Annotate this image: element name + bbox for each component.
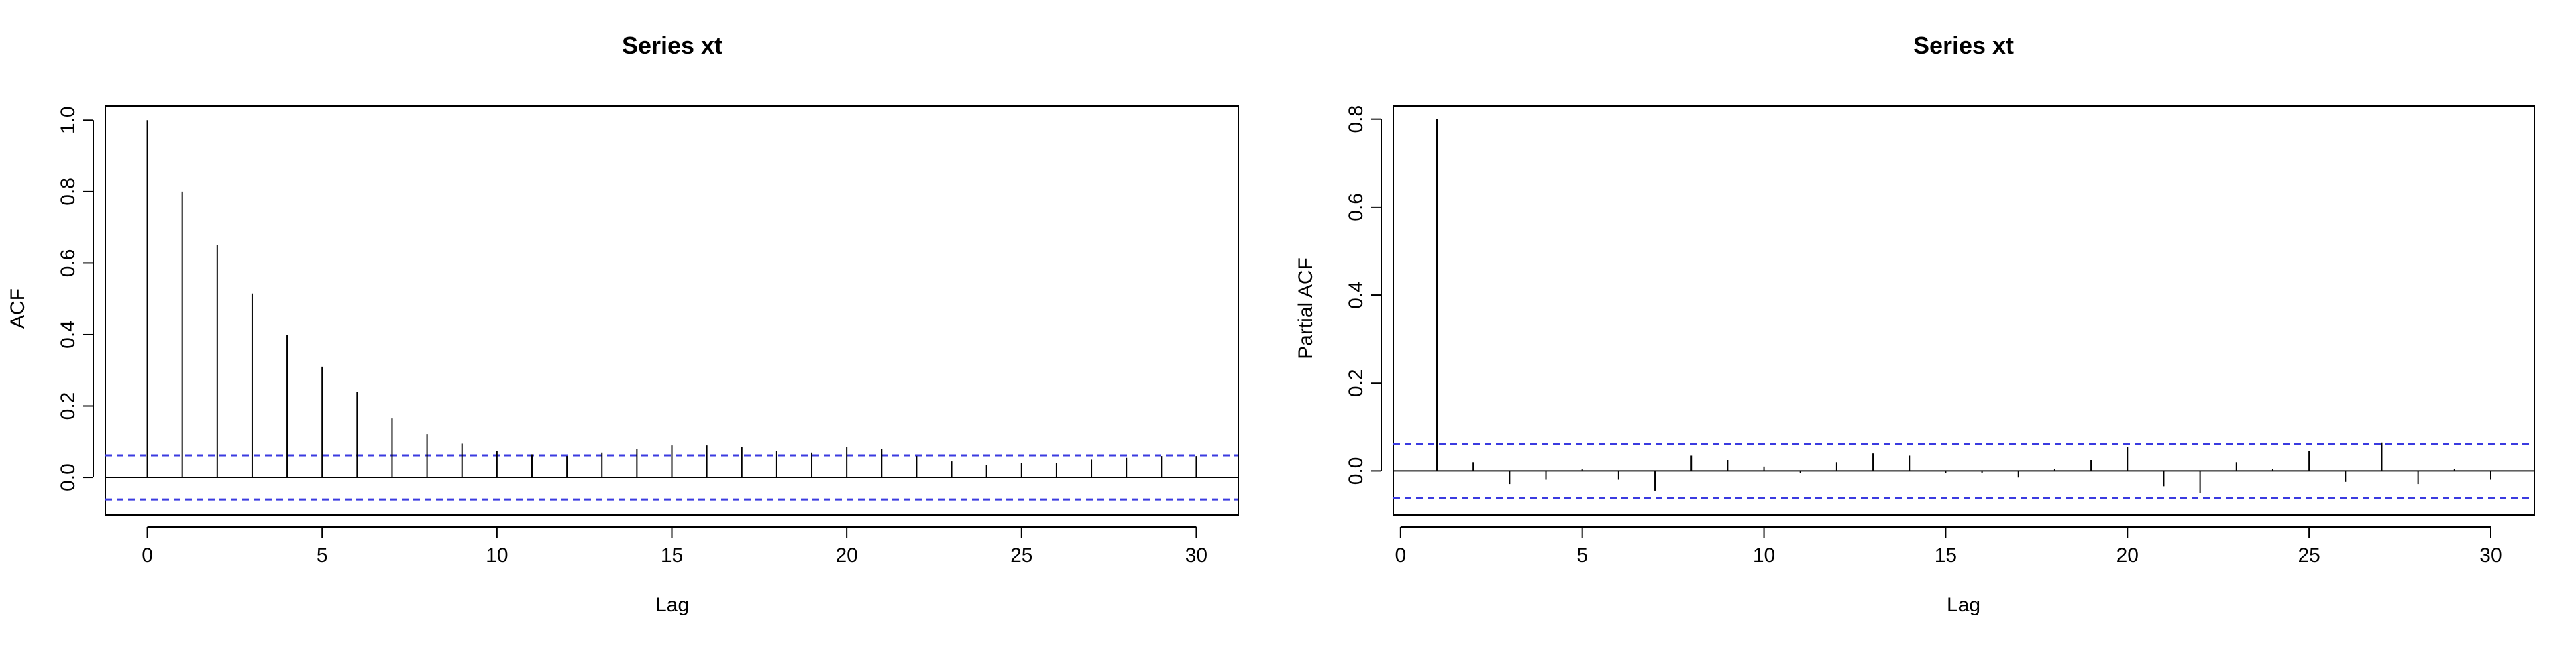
x-tick-label: 10 [1753,544,1775,567]
pacf-panel: Series xt Lag Partial ACF 0 5 10 15 20 25 30 0.… [1295,32,2535,616]
y-tick-label: 0.0 [57,463,79,491]
x-tick-label: 0 [142,544,153,567]
y-tick-label: 0.8 [1345,105,1367,133]
y-tick-label: 0.6 [1345,193,1367,221]
x-tick-label: 10 [486,544,508,567]
x-tick-label: 0 [1395,544,1406,567]
x-tick-label: 25 [2298,544,2320,567]
y-tick-label: 0.8 [57,178,79,206]
acf-panel: Series xt Lag ACF 0 5 10 15 20 25 30 0.0 0.2 0.4 0… [7,32,1239,616]
chart-title: Series xt [1913,32,2014,59]
x-tick-label: 5 [317,544,328,567]
x-tick-label: 30 [2479,544,2502,567]
y-tick-label: 0.6 [57,249,79,278]
x-tick-label: 25 [1010,544,1032,567]
y-tick-label: 0.2 [1345,369,1367,397]
plot-frame [1393,105,2535,516]
y-tick-label: 0.2 [57,392,79,420]
x-axis-label: Lag [655,594,689,616]
y-axis-label: ACF [7,288,29,329]
plot-frame [105,105,1239,516]
x-tick-label: 30 [1185,544,1208,567]
x-axis-label: Lag [1947,594,1980,616]
y-tick-label: 0.4 [1345,281,1367,309]
y-tick-label: 0.0 [1345,457,1367,485]
y-axis-label: Partial ACF [1295,257,1317,359]
x-tick-label: 15 [1935,544,1957,567]
x-tick-label: 5 [1576,544,1588,567]
y-tick-label: 0.4 [57,320,79,349]
x-tick-label: 20 [835,544,857,567]
x-tick-label: 20 [2116,544,2139,567]
x-tick-label: 15 [661,544,683,567]
chart-title: Series xt [622,32,722,59]
y-tick-label: 1.0 [57,106,79,134]
